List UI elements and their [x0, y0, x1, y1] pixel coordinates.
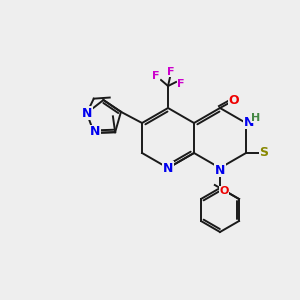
Text: N: N	[244, 116, 254, 128]
Text: F: F	[177, 79, 185, 89]
Text: N: N	[82, 106, 92, 119]
Text: F: F	[152, 71, 160, 81]
Text: O: O	[229, 94, 239, 106]
Text: N: N	[163, 161, 173, 175]
Text: S: S	[260, 146, 268, 160]
Text: H: H	[251, 113, 261, 123]
Text: F: F	[167, 67, 175, 77]
Text: N: N	[215, 164, 225, 176]
Text: O: O	[219, 187, 229, 196]
Text: N: N	[90, 125, 100, 138]
